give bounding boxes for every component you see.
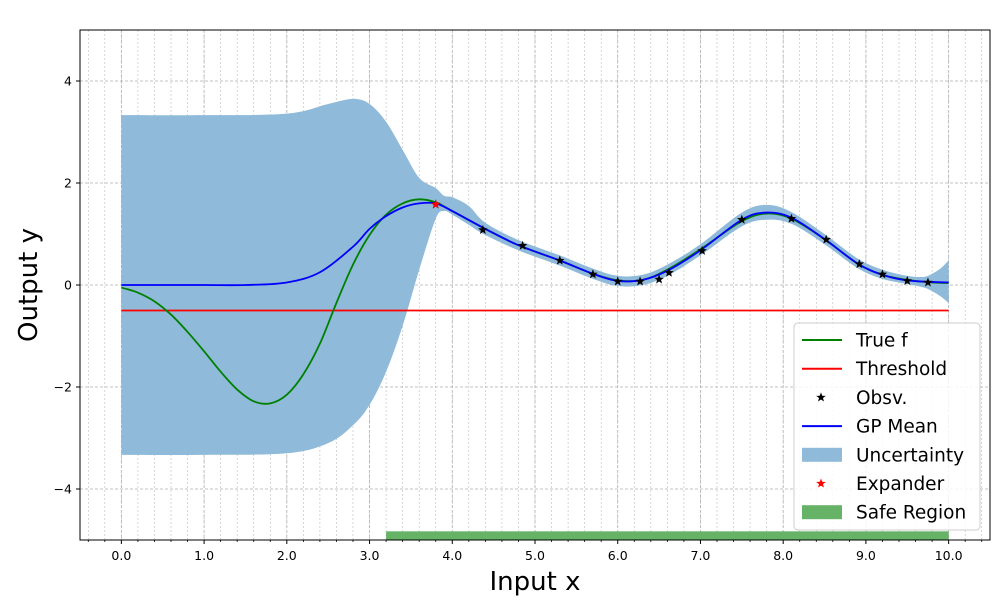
- legend-swatch: [802, 505, 842, 520]
- x-tick-label: 0.0: [111, 548, 131, 563]
- y-tick-label: 0: [64, 278, 72, 293]
- legend-swatch: [802, 447, 842, 462]
- legend-label: Obsv.: [856, 388, 907, 409]
- x-tick-label: 6.0: [608, 548, 628, 563]
- x-axis-label: Input x: [490, 567, 581, 597]
- legend-label: Safe Region: [856, 503, 966, 524]
- safe-region-bar: [386, 531, 949, 540]
- legend-swatch: [816, 392, 826, 402]
- observation-point: [697, 245, 707, 255]
- x-tick-label: 7.0: [691, 548, 711, 563]
- observation-point: [902, 275, 913, 285]
- x-tick-label: 3.0: [360, 548, 380, 563]
- observation-point: [555, 255, 565, 265]
- observation-point: [654, 274, 664, 284]
- legend: True f Threshold Obsv. GP Mean Uncertainty Ex…: [793, 322, 981, 531]
- legend-label: GP Mean: [856, 417, 938, 438]
- axis-ticks: 0.0 1.0 2.0 3.0 4.0 5.0 6.0 7.0 8.0 9.0 10.0 −4 −2 0 2…: [54, 74, 983, 563]
- observation-point: [786, 213, 797, 223]
- observation-point: [877, 269, 888, 279]
- observation-point: [478, 224, 488, 234]
- observation-point: [664, 267, 674, 277]
- y-tick-label: 4: [64, 74, 72, 89]
- legend-swatch: [816, 478, 826, 488]
- observation-point: [517, 240, 528, 250]
- observation-point: [854, 259, 865, 269]
- y-tick-label: −4: [54, 482, 72, 497]
- y-axis-label: Output y: [14, 228, 44, 342]
- legend-label: True f: [855, 331, 908, 352]
- x-tick-label: 1.0: [194, 548, 214, 563]
- observation-point: [923, 277, 933, 287]
- x-tick-label: 5.0: [525, 548, 545, 563]
- legend-label: Threshold: [855, 359, 947, 380]
- observation-point: [635, 276, 645, 286]
- observation-point: [821, 234, 831, 244]
- legend-label: Uncertainty: [856, 445, 964, 466]
- x-tick-label: 8.0: [773, 548, 793, 563]
- uncertainty-band: [121, 98, 949, 455]
- x-tick-label: 2.0: [277, 548, 297, 563]
- expander-point: [430, 199, 441, 209]
- observation-point: [612, 276, 623, 286]
- x-tick-label: 9.0: [856, 548, 876, 563]
- x-tick-label: 10.0: [935, 548, 963, 563]
- observation-point: [588, 269, 598, 279]
- y-tick-label: 2: [64, 176, 72, 191]
- plot-area: [121, 98, 949, 540]
- legend-box: [793, 322, 981, 531]
- observation-point: [737, 214, 747, 224]
- x-tick-label: 4.0: [442, 548, 462, 563]
- legend-label: Expander: [856, 474, 945, 495]
- y-tick-label: −2: [54, 380, 72, 395]
